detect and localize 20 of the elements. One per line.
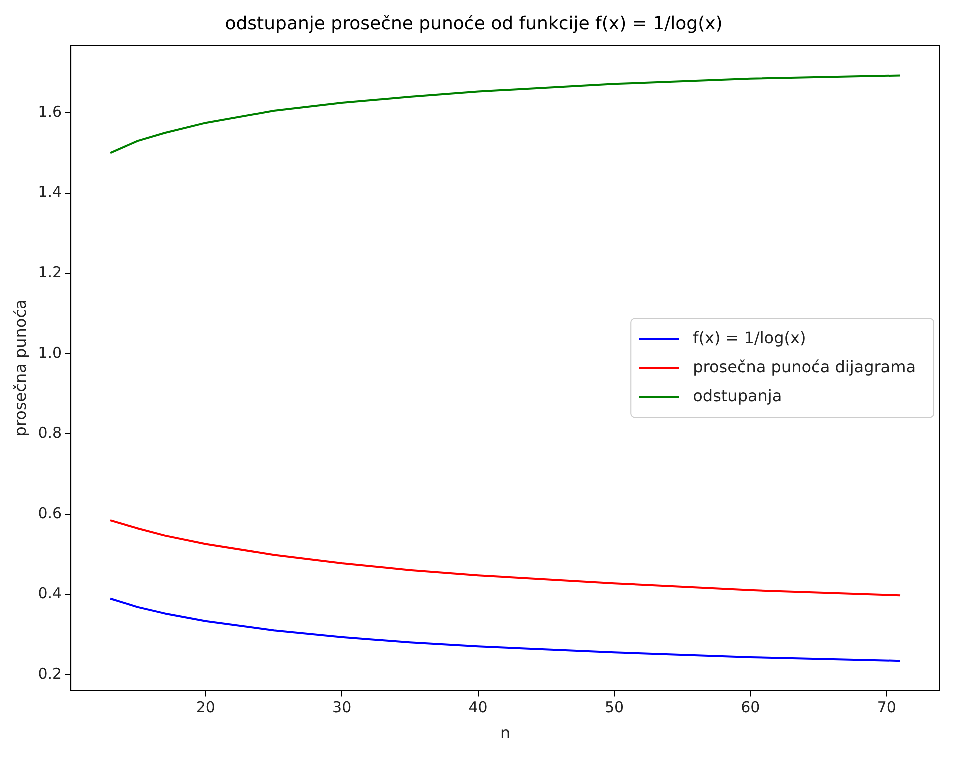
x-axis-title: n xyxy=(500,724,511,743)
y-tick-label: 1.2 xyxy=(38,264,62,282)
legend-label: f(x) = 1/log(x) xyxy=(693,328,806,348)
y-tick-label: 0.8 xyxy=(38,424,62,442)
y-tick-label: 1.6 xyxy=(38,102,62,121)
x-tick-label: 50 xyxy=(604,698,624,717)
y-axis-title: prosečna punoća xyxy=(10,300,30,437)
y-tick-label: 0.6 xyxy=(38,504,62,522)
legend-label: odstupanja xyxy=(693,386,782,406)
legend-label: prosečna punoća dijagrama xyxy=(693,357,916,376)
y-tick-label: 0.2 xyxy=(38,665,62,684)
y-tick-label: 0.4 xyxy=(38,584,62,603)
y-tick-label: 1.4 xyxy=(38,183,62,202)
x-tick-label: 30 xyxy=(332,698,352,717)
x-tick-label: 60 xyxy=(741,698,760,717)
x-tick-label: 20 xyxy=(196,698,216,717)
x-tick-label: 40 xyxy=(468,698,488,717)
x-tick-label: 70 xyxy=(877,698,896,717)
y-tick-label: 1.0 xyxy=(38,344,62,362)
chart-title: odstupanje prosečne punoće od funkcije f(x) = 1/log(x) xyxy=(225,13,723,34)
